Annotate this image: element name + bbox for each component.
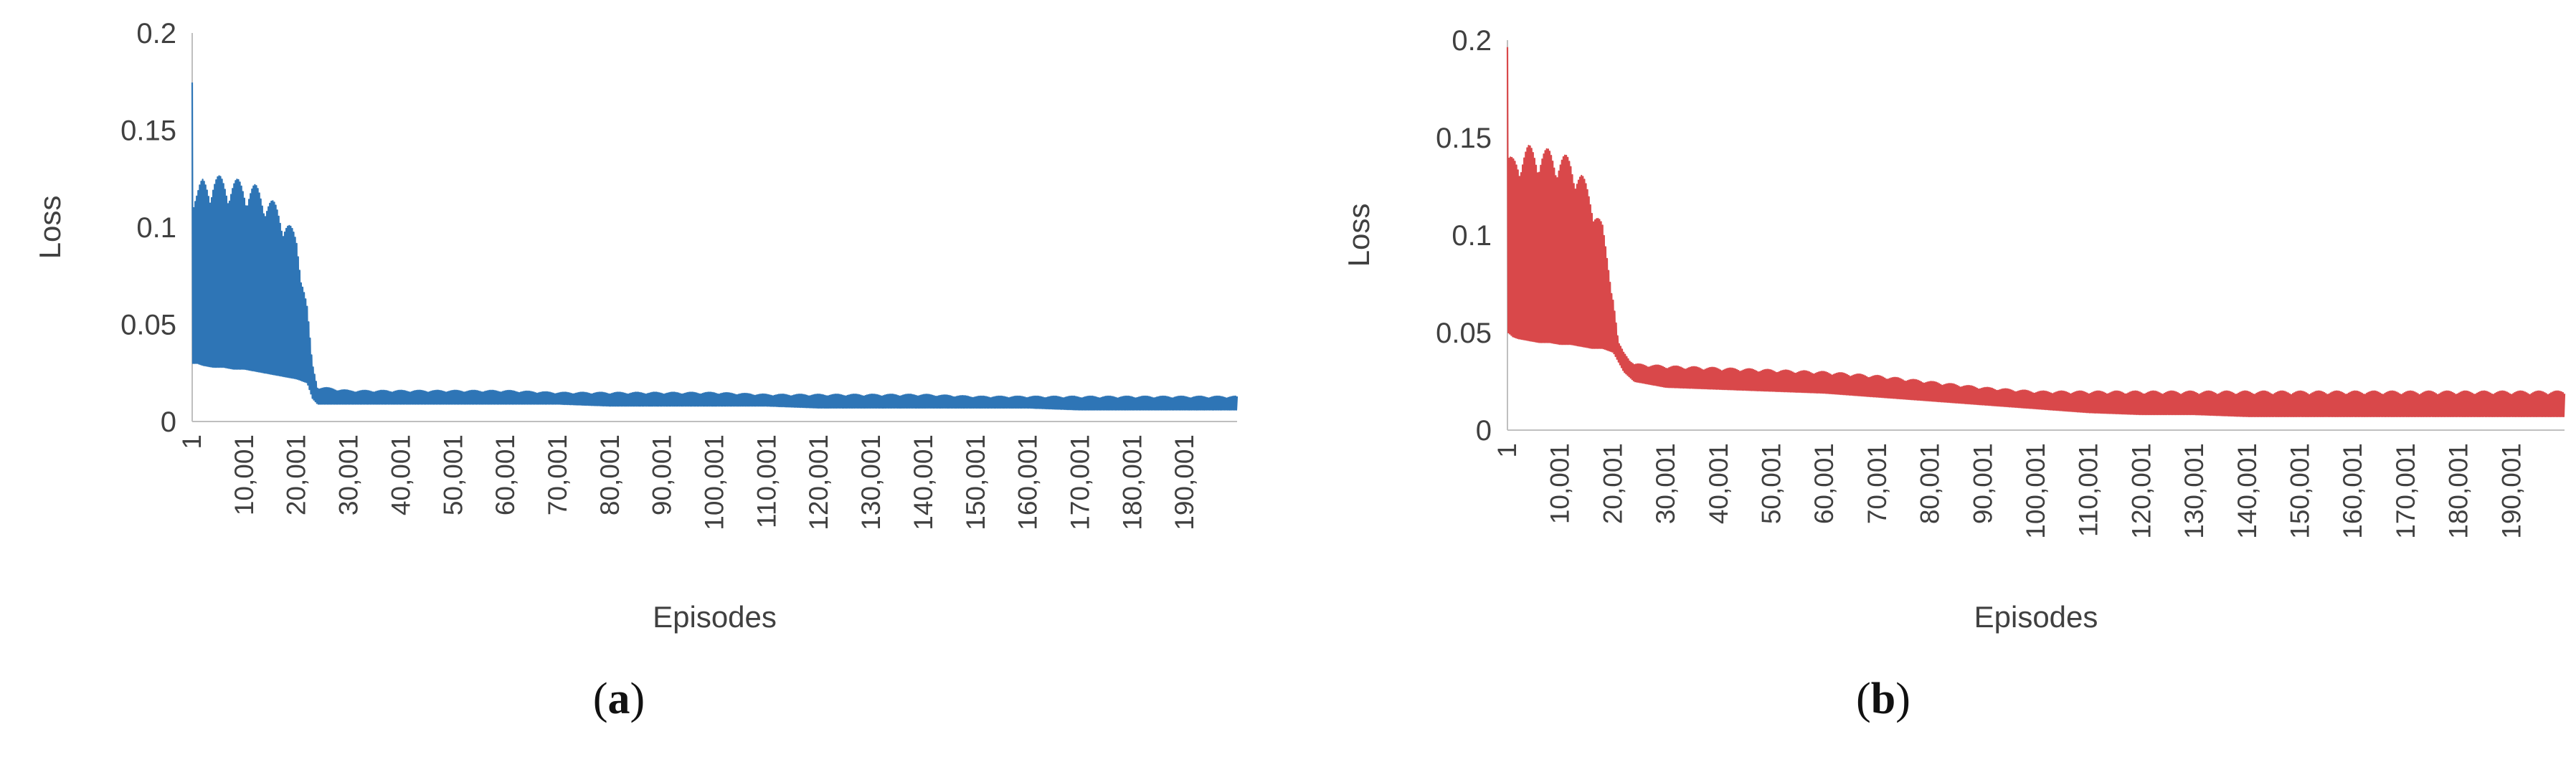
y-tick-label: 0 [161, 406, 176, 438]
x-tick-label: 10,001 [229, 434, 259, 515]
x-tick-label: 130,001 [2179, 443, 2209, 539]
x-tick-label: 60,001 [1809, 443, 1839, 524]
y-tick-label: 0 [1476, 415, 1492, 447]
x-tick-label: 140,001 [2232, 443, 2262, 539]
x-tick-label: 20,001 [1598, 443, 1627, 524]
x-tick-label: 50,001 [438, 434, 468, 515]
x-tick-label: 1 [177, 434, 207, 449]
x-tick-label: 150,001 [2286, 443, 2315, 539]
x-tick-label: 180,001 [1117, 434, 1147, 530]
x-tick-label: 20,001 [282, 434, 311, 515]
x-tick-label: 170,001 [2391, 443, 2420, 539]
y-tick-label: 0.1 [1452, 220, 1492, 252]
x-tick-label: 160,001 [2338, 443, 2367, 539]
x-tick-label: 170,001 [1065, 434, 1094, 530]
x-tick-label: 70,001 [543, 434, 572, 515]
caption-b: (b) [1856, 675, 1910, 723]
y-axis-title: Loss [33, 196, 67, 260]
x-tick-label: 30,001 [334, 434, 364, 515]
x-tick-label: 180,001 [2444, 443, 2473, 539]
x-tick-label: 100,001 [700, 434, 729, 530]
caption-a: (a) [592, 675, 645, 723]
x-tick-label: 70,001 [1862, 443, 1892, 524]
x-tick-label: 50,001 [1757, 443, 1786, 524]
x-axis-title: Episodes [653, 600, 777, 634]
x-tick-label: 80,001 [595, 434, 625, 515]
x-tick-label: 100,001 [2021, 443, 2050, 539]
x-tick-label: 190,001 [2496, 443, 2526, 539]
x-tick-label: 120,001 [2126, 443, 2156, 539]
x-tick-label: 80,001 [1916, 443, 1945, 524]
x-tick-label: 150,001 [961, 434, 990, 530]
x-tick-label: 110,001 [2074, 443, 2103, 537]
x-tick-label: 10,001 [1545, 443, 1575, 524]
y-tick-label: 0.2 [136, 18, 176, 49]
x-tick-label: 110,001 [752, 434, 781, 528]
x-tick-label: 190,001 [1170, 434, 1199, 530]
loss-series-line [191, 82, 1239, 411]
loss-chart-b: 00.050.10.150.21 10,001 20,001 30,001 40,001… [1342, 25, 2566, 634]
x-tick-label: 120,001 [804, 434, 833, 530]
y-tick-label: 0.15 [1436, 123, 1492, 154]
y-tick-label: 0.1 [136, 212, 176, 244]
x-tick-label: 60,001 [491, 434, 520, 515]
chart-panel-a: 0 0.05 0.1 0.15 0.2 1 10,001 20,001 30,001 40,001… [33, 18, 1239, 723]
y-tick-label: 0.2 [1452, 25, 1492, 57]
x-tick-label: 40,001 [1704, 443, 1733, 524]
y-tick-label: 0.15 [120, 115, 176, 147]
x-tick-label: 130,001 [856, 434, 886, 530]
x-tick-label: 40,001 [386, 434, 415, 515]
y-axis-title: Loss [1342, 204, 1375, 267]
x-tick-label: 30,001 [1651, 443, 1680, 524]
x-tick-label: 90,001 [1968, 443, 1997, 524]
y-tick-label: 0.05 [1436, 318, 1492, 349]
x-tick-label: 90,001 [648, 434, 677, 515]
loss-series-line [1506, 47, 2566, 418]
chart-panel-b: 0 0.05 0.1 0.15 0.2 1 10,001 20,001 30,001 40,001… [1288, 0, 2576, 757]
x-tick-label: 140,001 [909, 434, 938, 530]
y-tick-label: 0.05 [120, 310, 176, 341]
x-tick-label: 160,001 [1013, 434, 1043, 530]
x-axis-title: Episodes [1974, 600, 2098, 634]
x-tick-label: 1 [1492, 443, 1522, 458]
loss-chart-a: 00.050.10.150.21 10,001 20,001 30,001 40,001… [33, 18, 1239, 634]
